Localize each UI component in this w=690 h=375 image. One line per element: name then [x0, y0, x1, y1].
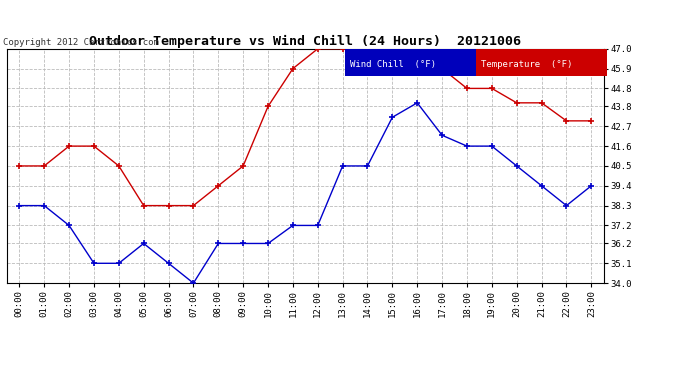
Text: Wind Chill  (°F): Wind Chill (°F): [350, 60, 436, 69]
Title: Outdoor Temperature vs Wind Chill (24 Hours)  20121006: Outdoor Temperature vs Wind Chill (24 Ho…: [89, 34, 522, 48]
Text: Copyright 2012 Cartronics.com: Copyright 2012 Cartronics.com: [3, 38, 159, 47]
Text: Temperature  (°F): Temperature (°F): [481, 60, 572, 69]
